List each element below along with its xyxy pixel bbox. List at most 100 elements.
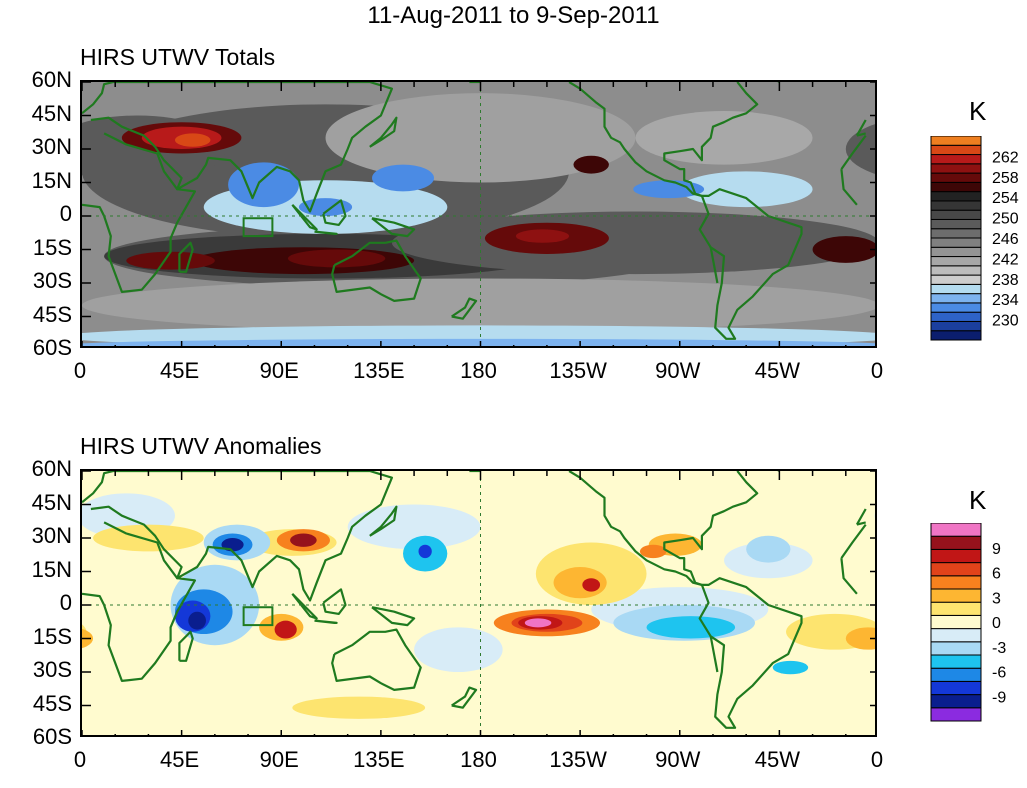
totals-coastline — [322, 199, 347, 226]
anomalies-lat-label: 15N — [31, 556, 72, 582]
anomalies-lat-label: 30N — [31, 523, 72, 548]
totals-colorbar-label: 238 — [992, 272, 1019, 289]
anomalies-colorbar-swatch — [930, 588, 982, 603]
totals-colorbar-swatch — [930, 256, 982, 267]
anomalies-colorbar-swatch — [930, 575, 982, 590]
totals-contour-region — [82, 278, 875, 333]
totals-contour-region — [679, 171, 813, 208]
anomalies-colorbar-swatch — [930, 562, 982, 577]
anomalies-lon-label: 90W — [655, 747, 701, 772]
totals-coastline — [371, 217, 416, 238]
totals-colorbar-swatch — [930, 283, 982, 295]
totals-coastline — [369, 116, 398, 148]
anomalies-lon-label: 0 — [73, 747, 87, 772]
totals-lon-label: 0 — [73, 358, 87, 383]
anomalies-colorbar-label: 9 — [992, 541, 1001, 558]
anomalies-lat-label: 60S — [32, 724, 72, 749]
anomalies-contour-region — [418, 544, 432, 559]
anomalies-colorbar-label: -3 — [992, 640, 1006, 657]
totals-region-box — [242, 217, 274, 238]
anomalies-contour-region — [639, 544, 667, 559]
anomalies-colorbar-swatch — [930, 523, 982, 537]
totals-lon-label: 45E — [160, 358, 200, 383]
anomalies-lat-label: 60N — [31, 456, 72, 481]
anomalies-lon-label: 135E — [353, 747, 405, 772]
totals-lat-label: 15S — [32, 234, 72, 260]
anomalies-colorbar-swatch — [930, 680, 982, 696]
anomalies-contour-region — [772, 660, 809, 675]
totals-contour-region — [126, 251, 215, 270]
anomalies-map-canvas — [82, 471, 875, 735]
anomalies-colorbar-label: 0 — [992, 615, 1001, 632]
totals-coastline — [314, 230, 338, 235]
anomalies-contour-region — [274, 620, 297, 639]
totals-contour-region — [372, 164, 435, 192]
anomalies-panel-title: HIRS UTWV Anomalies — [80, 433, 322, 459]
totals-coastline — [82, 132, 867, 293]
totals-coastline — [331, 239, 422, 302]
totals-colorbar-swatch — [930, 181, 982, 193]
totals-lon-label: 45W — [754, 358, 800, 383]
totals-coastline — [663, 82, 759, 197]
anomalies-colorbar: 9 6 3 0 -3 -6 -9 — [930, 523, 1006, 722]
anomalies-map[interactable] — [80, 469, 877, 737]
totals-contour-region — [325, 93, 636, 183]
totals-colorbar-label: 234 — [992, 292, 1019, 309]
totals-coastline — [178, 241, 194, 273]
totals-contour-region — [845, 124, 875, 174]
page-title: 11-Aug-2011 to 9-Sep-2011 — [367, 2, 660, 29]
anomalies-contour-region — [347, 504, 481, 550]
anomalies-lon-label: 45W — [754, 747, 800, 772]
totals-coastline — [698, 188, 803, 340]
anomalies-colorbar-label: -9 — [992, 689, 1006, 706]
anomalies-colorbar-label: 3 — [992, 590, 1001, 607]
totals-lat-label: 45S — [32, 301, 72, 327]
anomalies-contour-region — [292, 696, 426, 719]
totals-colorbar-swatch — [930, 302, 982, 313]
anomalies-lat-label: 30S — [32, 657, 72, 682]
anomalies-contour-region — [414, 627, 503, 672]
anomalies-coastline — [331, 628, 422, 691]
anomalies-colorbar-swatch — [930, 548, 982, 564]
anomalies-lat-label: 45S — [32, 690, 72, 716]
totals-coastline — [709, 247, 719, 284]
totals-lon-label: 135W — [549, 358, 607, 383]
totals-lat-label: 30S — [32, 268, 72, 293]
anomalies-contour-region — [746, 535, 791, 563]
anomalies-contour-region — [845, 627, 875, 650]
anomalies-coastline — [568, 471, 703, 586]
totals-contour-region — [82, 343, 105, 346]
totals-colorbar-swatch — [930, 163, 982, 174]
totals-colorbar-swatch — [930, 311, 982, 322]
anomalies-colorbar-swatch — [930, 628, 982, 643]
totals-colorbar-label: 230 — [992, 313, 1019, 330]
totals-contour-region — [228, 162, 299, 208]
totals-colorbar-label: 250 — [992, 211, 1019, 228]
anomalies-lat-label: 0 — [59, 590, 72, 615]
totals-colorbar-swatch — [930, 154, 982, 165]
totals-contour-region — [174, 133, 211, 147]
anomalies-colorbar-swatch — [930, 667, 982, 682]
totals-colorbar-swatch — [930, 293, 982, 304]
anomalies-lon-label: 45E — [160, 747, 200, 772]
anomalies-lon-label: 0 — [870, 747, 884, 772]
totals-contour-region — [392, 211, 875, 275]
totals-colorbar-swatch — [930, 274, 982, 285]
totals-map[interactable] — [80, 80, 877, 348]
totals-colorbar-label: 262 — [992, 149, 1019, 166]
totals-colorbar-swatch — [930, 172, 982, 183]
totals-contour-region — [515, 229, 570, 243]
anomalies-coastline — [322, 588, 347, 615]
anomalies-contour-region — [290, 533, 317, 547]
anomalies-coastline — [451, 686, 478, 709]
anomalies-coastline — [82, 521, 867, 682]
totals-lat-label: 45N — [31, 100, 72, 126]
totals-coastline — [451, 297, 478, 320]
totals-contour-region — [856, 343, 875, 346]
anomalies-coastline — [709, 636, 719, 673]
totals-colorbar-swatch — [930, 246, 982, 258]
anomalies-colorbar-label: 6 — [992, 566, 1001, 583]
anomalies-colorbar-swatch — [930, 707, 982, 722]
totals-contour-region — [82, 333, 105, 341]
totals-contour-region — [633, 180, 705, 199]
